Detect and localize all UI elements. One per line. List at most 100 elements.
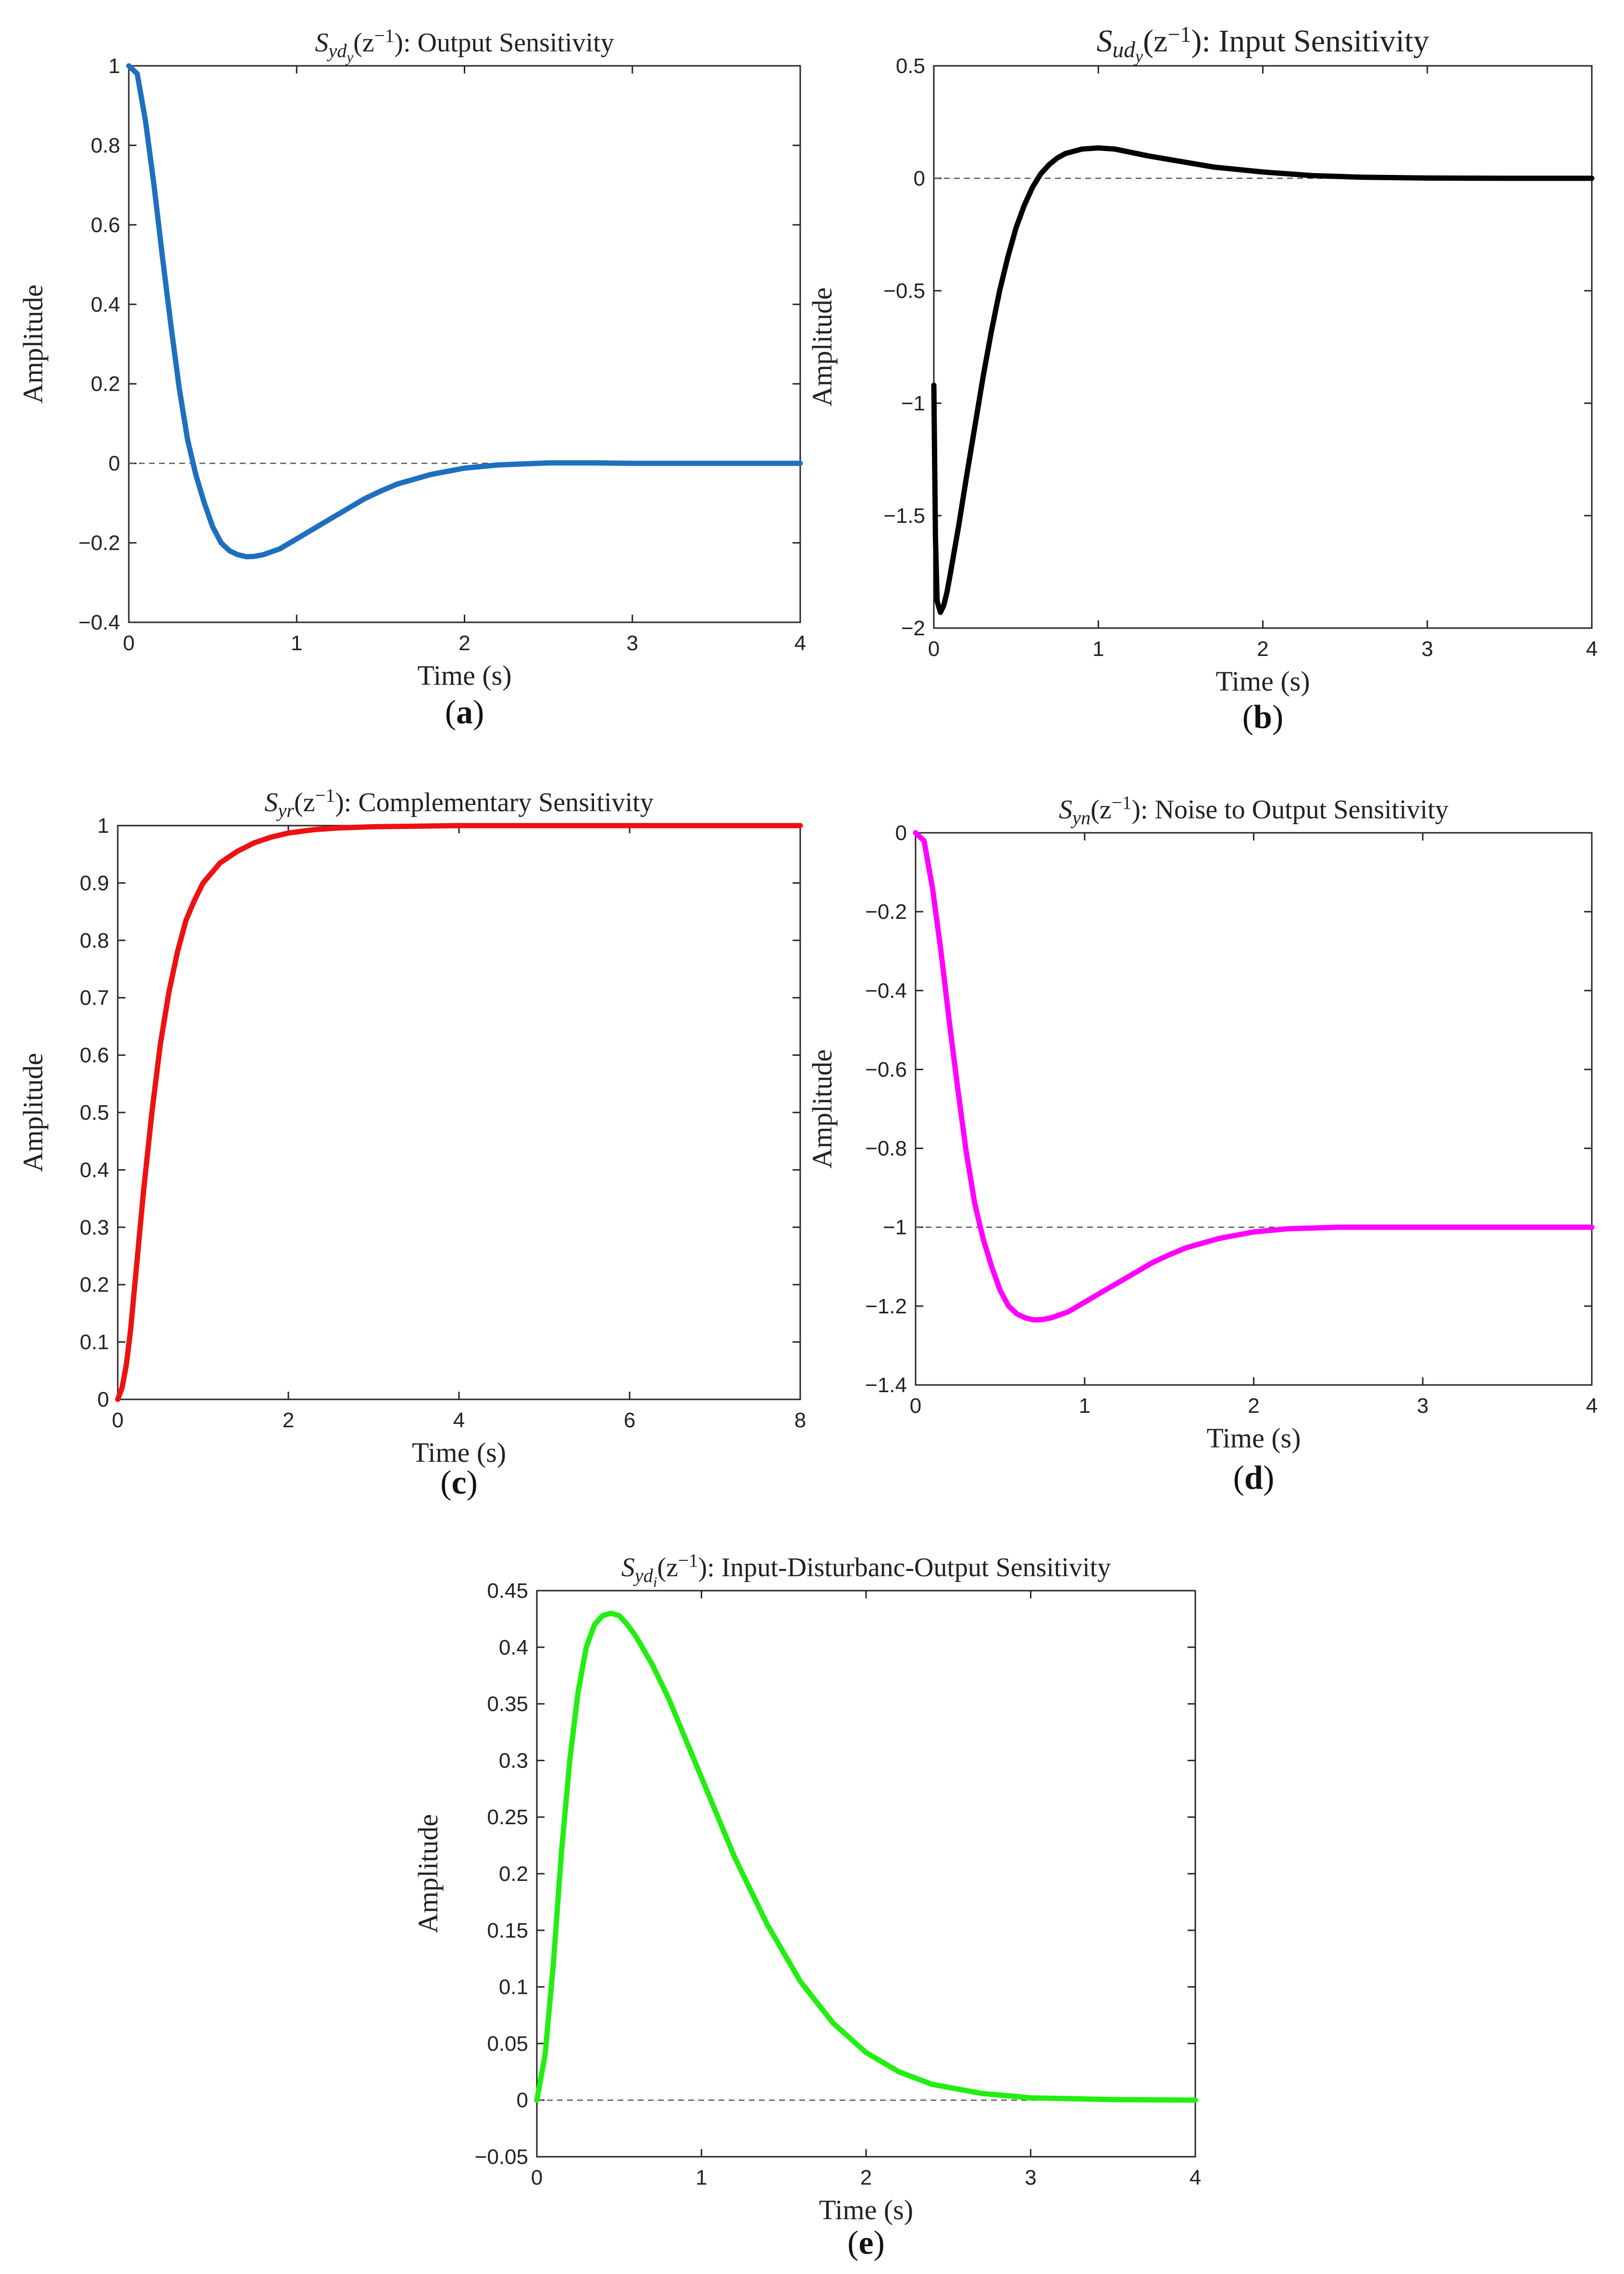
title-text: ): Input Sensitivity bbox=[1191, 24, 1429, 59]
y-tick-label: 0.4 bbox=[91, 293, 120, 316]
y-tick-label: 0.8 bbox=[91, 134, 120, 157]
y-tick-label: 0.4 bbox=[80, 1158, 109, 1182]
title-subscript: yd bbox=[633, 1565, 654, 1586]
x-tick-label: 0 bbox=[112, 1409, 124, 1432]
title-symbol: S bbox=[1096, 24, 1112, 59]
x-axis-label: Time (s) bbox=[1206, 1422, 1301, 1454]
panel-label-letter: a bbox=[456, 694, 473, 731]
x-tick-label: 1 bbox=[1092, 637, 1104, 661]
series-line-Syr bbox=[115, 823, 803, 1402]
panel-label-open: ( bbox=[1233, 1459, 1244, 1496]
y-tick-label: −1.4 bbox=[865, 1373, 907, 1397]
x-tick-label: 0 bbox=[910, 1394, 921, 1418]
y-tick-label: 0.9 bbox=[80, 871, 109, 895]
x-axis-label: Time (s) bbox=[1215, 666, 1310, 697]
y-tick-label: 0.35 bbox=[487, 1693, 528, 1716]
title-superscript: −1 bbox=[374, 25, 395, 46]
y-tick-label: −1 bbox=[901, 392, 925, 415]
y-tick-label: 0.1 bbox=[80, 1331, 109, 1354]
y-tick-label: 0 bbox=[914, 167, 925, 190]
x-axis-label: Time (s) bbox=[417, 660, 511, 691]
panel-label-open: ( bbox=[440, 1464, 451, 1501]
y-tick-label: 0.45 bbox=[487, 1579, 528, 1603]
y-tick-label: 0.5 bbox=[896, 54, 925, 78]
title-symbol: S bbox=[264, 788, 278, 817]
x-tick-label: 2 bbox=[1257, 637, 1268, 661]
title-symbol: S bbox=[1059, 795, 1072, 825]
chart-title: Sudy(z−1): Input Sensitivity bbox=[1096, 22, 1429, 66]
y-tick-label: −0.6 bbox=[865, 1058, 907, 1081]
panel-label-letter: e bbox=[858, 2225, 873, 2262]
series-line-Syn bbox=[913, 830, 1595, 1323]
x-axis-label: Time (s) bbox=[412, 1437, 506, 1468]
x-tick-label: 2 bbox=[1248, 1394, 1259, 1418]
panel-label: (a) bbox=[445, 694, 484, 731]
chart-panel-d: 0 1 2 3 4 −1.4 −1.2 −1 −0.8 −0.6 −0.4 −0.2 0 Time (s)… bbox=[806, 792, 1598, 1496]
plot-frame bbox=[128, 65, 801, 623]
y-tick-label: 0 bbox=[98, 1388, 109, 1411]
y-axis-label: Amplitude bbox=[806, 1049, 838, 1168]
title-subscript: yr bbox=[276, 800, 294, 821]
panel-label: (d) bbox=[1233, 1459, 1275, 1496]
panel-label-close: ) bbox=[473, 694, 484, 731]
series-line-Sydy bbox=[126, 63, 803, 559]
y-tick-label: 0.8 bbox=[80, 929, 109, 952]
panel-label-close: ) bbox=[1272, 699, 1283, 736]
title-superscript: −1 bbox=[1112, 792, 1132, 813]
panel-label-letter: b bbox=[1253, 699, 1272, 736]
panel-label: (c) bbox=[440, 1464, 478, 1501]
plot-frame bbox=[117, 825, 801, 1400]
y-axis-label: Amplitude bbox=[806, 287, 838, 407]
y-tick-label: −2 bbox=[901, 617, 925, 640]
x-tick-label: 4 bbox=[1586, 637, 1598, 661]
panel-label-letter: c bbox=[451, 1464, 466, 1501]
x-tick-label: 1 bbox=[695, 2166, 707, 2189]
y-tick-label: 0 bbox=[517, 2089, 528, 2112]
y-tick-label: 0.5 bbox=[80, 1101, 109, 1125]
y-tick-label: 1 bbox=[109, 54, 120, 78]
title-subscript: yd bbox=[326, 40, 347, 62]
chart-title: Sydy(z−1): Output Sensitivity bbox=[315, 25, 614, 65]
y-tick-label: −0.2 bbox=[78, 531, 120, 555]
plot-frame bbox=[933, 65, 1593, 629]
panel-label-open: ( bbox=[847, 2225, 858, 2262]
panel-label: (b) bbox=[1242, 699, 1284, 736]
title-argument: (z bbox=[1091, 795, 1112, 825]
y-tick-label: 0.15 bbox=[487, 1919, 528, 1942]
chart-panel-b: 0 1 2 3 4 −2 −1.5 −1 −0.5 0 0.5 Time (s) Amplitude Su… bbox=[806, 22, 1598, 736]
y-tick-label: −0.4 bbox=[865, 979, 907, 1002]
x-tick-label: 3 bbox=[1417, 1394, 1428, 1418]
x-tick-label: 3 bbox=[1025, 2166, 1036, 2189]
x-tick-label: 2 bbox=[860, 2166, 872, 2189]
title-argument: (z bbox=[294, 788, 315, 817]
y-tick-label: 0 bbox=[895, 821, 907, 845]
panel-label: (e) bbox=[847, 2225, 885, 2262]
x-tick-label: 8 bbox=[794, 1409, 806, 1432]
title-text: ): Noise to Output Sensitivity bbox=[1131, 795, 1449, 825]
chart-title: Sydi(z−1): Input-Disturbanc-Output Sensi… bbox=[621, 1550, 1111, 1590]
x-tick-label: 0 bbox=[531, 2166, 543, 2189]
chart-panel-a: 0 1 2 3 4 −0.4 −0.2 0 0.2 0.4 0.6 0.8 1 Time (s) Ampli… bbox=[17, 25, 806, 731]
y-tick-label: −0.05 bbox=[475, 2145, 528, 2169]
series-line-Sudy bbox=[931, 145, 1595, 615]
title-argument: (z bbox=[353, 28, 374, 58]
title-subscript: yn bbox=[1070, 807, 1091, 828]
panel-label-open: ( bbox=[1242, 699, 1253, 736]
y-tick-label: 0.1 bbox=[499, 1976, 528, 1999]
x-tick-label: 4 bbox=[1586, 1394, 1598, 1418]
y-tick-label: −1.5 bbox=[883, 504, 925, 528]
y-tick-label: 0.6 bbox=[91, 213, 120, 237]
title-text: ): Complementary Sensitivity bbox=[335, 788, 654, 817]
x-tick-label: 4 bbox=[1190, 2166, 1201, 2189]
panel-label-close: ) bbox=[467, 1464, 478, 1501]
x-tick-label: 2 bbox=[459, 631, 470, 655]
panel-label-open: ( bbox=[445, 694, 456, 731]
y-tick-label: 0.25 bbox=[487, 1805, 528, 1829]
title-argument: (z bbox=[1143, 24, 1167, 59]
x-tick-label: 4 bbox=[453, 1409, 465, 1432]
y-tick-label: 0.3 bbox=[499, 1749, 528, 1772]
y-axis-label: Amplitude bbox=[412, 1814, 444, 1933]
title-text: ): Input-Disturbanc-Output Sensitivity bbox=[698, 1553, 1111, 1582]
title-superscript: −1 bbox=[1167, 22, 1191, 47]
